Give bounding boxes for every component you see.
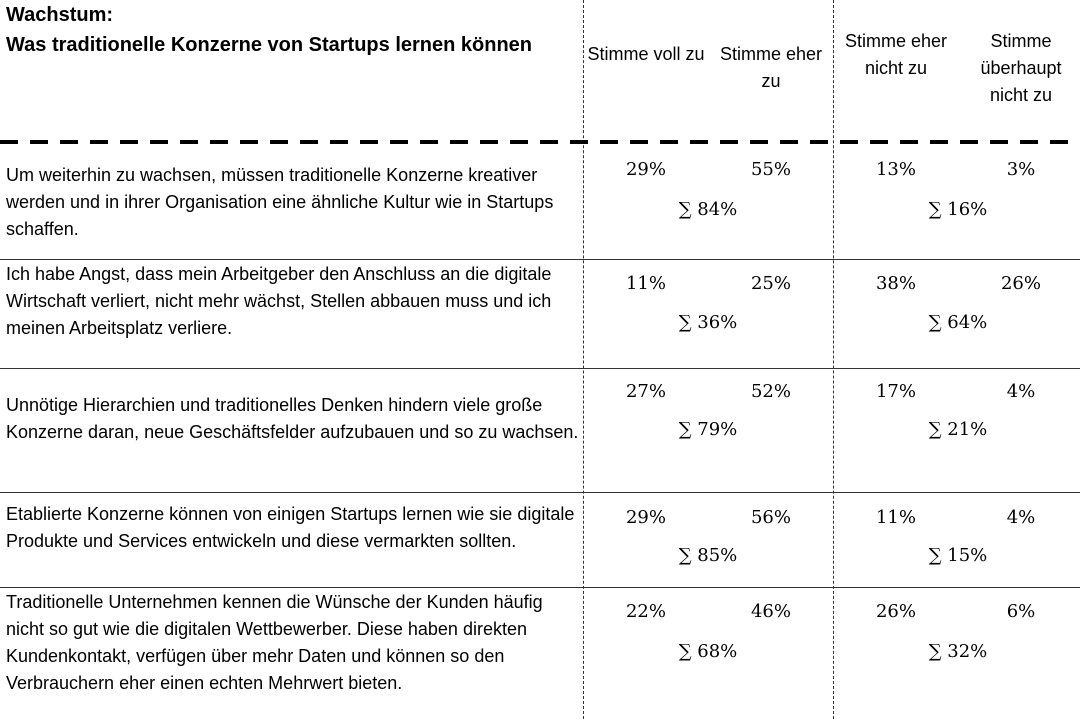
row-separator bbox=[0, 587, 1080, 588]
title-line-1: Wachstum: bbox=[6, 4, 114, 26]
column-header-eher-zu: Stimme eher zu bbox=[719, 44, 823, 91]
row-statement: Traditionelle Unternehmen kennen die Wün… bbox=[6, 592, 543, 693]
value-eher-nicht-zu: 38% bbox=[875, 273, 916, 294]
value-eher-zu: 46% bbox=[750, 601, 791, 622]
value-eher-nicht-zu: 26% bbox=[875, 601, 916, 622]
title-line-2: Was traditionelle Konzerne von Startups … bbox=[6, 34, 533, 56]
row-separator bbox=[0, 492, 1080, 493]
sum-agree: ∑ 36% bbox=[678, 312, 738, 333]
column-header-voll-zu: Stimme voll zu bbox=[587, 44, 705, 64]
sum-disagree: ∑ 32% bbox=[928, 641, 988, 662]
value-ueberhaupt-nicht-zu: 4% bbox=[1006, 381, 1036, 402]
sum-agree: ∑ 79% bbox=[678, 419, 738, 440]
value-voll-zu: 22% bbox=[625, 601, 666, 622]
value-eher-zu: 55% bbox=[750, 159, 791, 180]
value-eher-nicht-zu: 13% bbox=[875, 159, 916, 180]
row-statement: Um weiterhin zu wachsen, müssen traditio… bbox=[6, 165, 554, 239]
page-title: Wachstum: Was traditionelle Konzerne von… bbox=[6, 0, 581, 60]
row-separator bbox=[0, 259, 1080, 260]
sum-disagree: ∑ 64% bbox=[928, 312, 988, 333]
column-separator-disagree bbox=[833, 0, 834, 719]
value-eher-nicht-zu: 17% bbox=[875, 381, 916, 402]
sum-disagree: ∑ 16% bbox=[928, 199, 988, 220]
column-separator-agree bbox=[583, 0, 584, 719]
value-eher-zu: 25% bbox=[750, 273, 791, 294]
sum-disagree: ∑ 21% bbox=[928, 419, 988, 440]
row-statement: Ich habe Angst, dass mein Arbeitgeber de… bbox=[6, 264, 552, 338]
value-eher-zu: 52% bbox=[750, 381, 791, 402]
column-header-eher-nicht-zu: Stimme eher nicht zu bbox=[844, 31, 948, 78]
column-header-ueberhaupt-nicht-zu: Stimme überhaupt nicht zu bbox=[980, 31, 1062, 105]
value-voll-zu: 27% bbox=[625, 381, 666, 402]
value-ueberhaupt-nicht-zu: 6% bbox=[1006, 601, 1036, 622]
value-eher-nicht-zu: 11% bbox=[875, 507, 916, 528]
sum-agree: ∑ 84% bbox=[678, 199, 738, 220]
value-voll-zu: 29% bbox=[625, 159, 666, 180]
row-separator bbox=[0, 368, 1080, 369]
value-eher-zu: 56% bbox=[750, 507, 791, 528]
sum-agree: ∑ 85% bbox=[678, 545, 738, 566]
header-separator bbox=[0, 140, 1080, 144]
sum-disagree: ∑ 15% bbox=[928, 545, 988, 566]
value-voll-zu: 29% bbox=[625, 507, 666, 528]
value-ueberhaupt-nicht-zu: 26% bbox=[1000, 273, 1041, 294]
value-voll-zu: 11% bbox=[625, 273, 666, 294]
row-statement: Unnötige Hierarchien und traditionelles … bbox=[6, 395, 579, 442]
value-ueberhaupt-nicht-zu: 3% bbox=[1006, 159, 1036, 180]
value-ueberhaupt-nicht-zu: 4% bbox=[1006, 507, 1036, 528]
row-statement: Etablierte Konzerne können von einigen S… bbox=[6, 504, 575, 551]
sum-agree: ∑ 68% bbox=[678, 641, 738, 662]
